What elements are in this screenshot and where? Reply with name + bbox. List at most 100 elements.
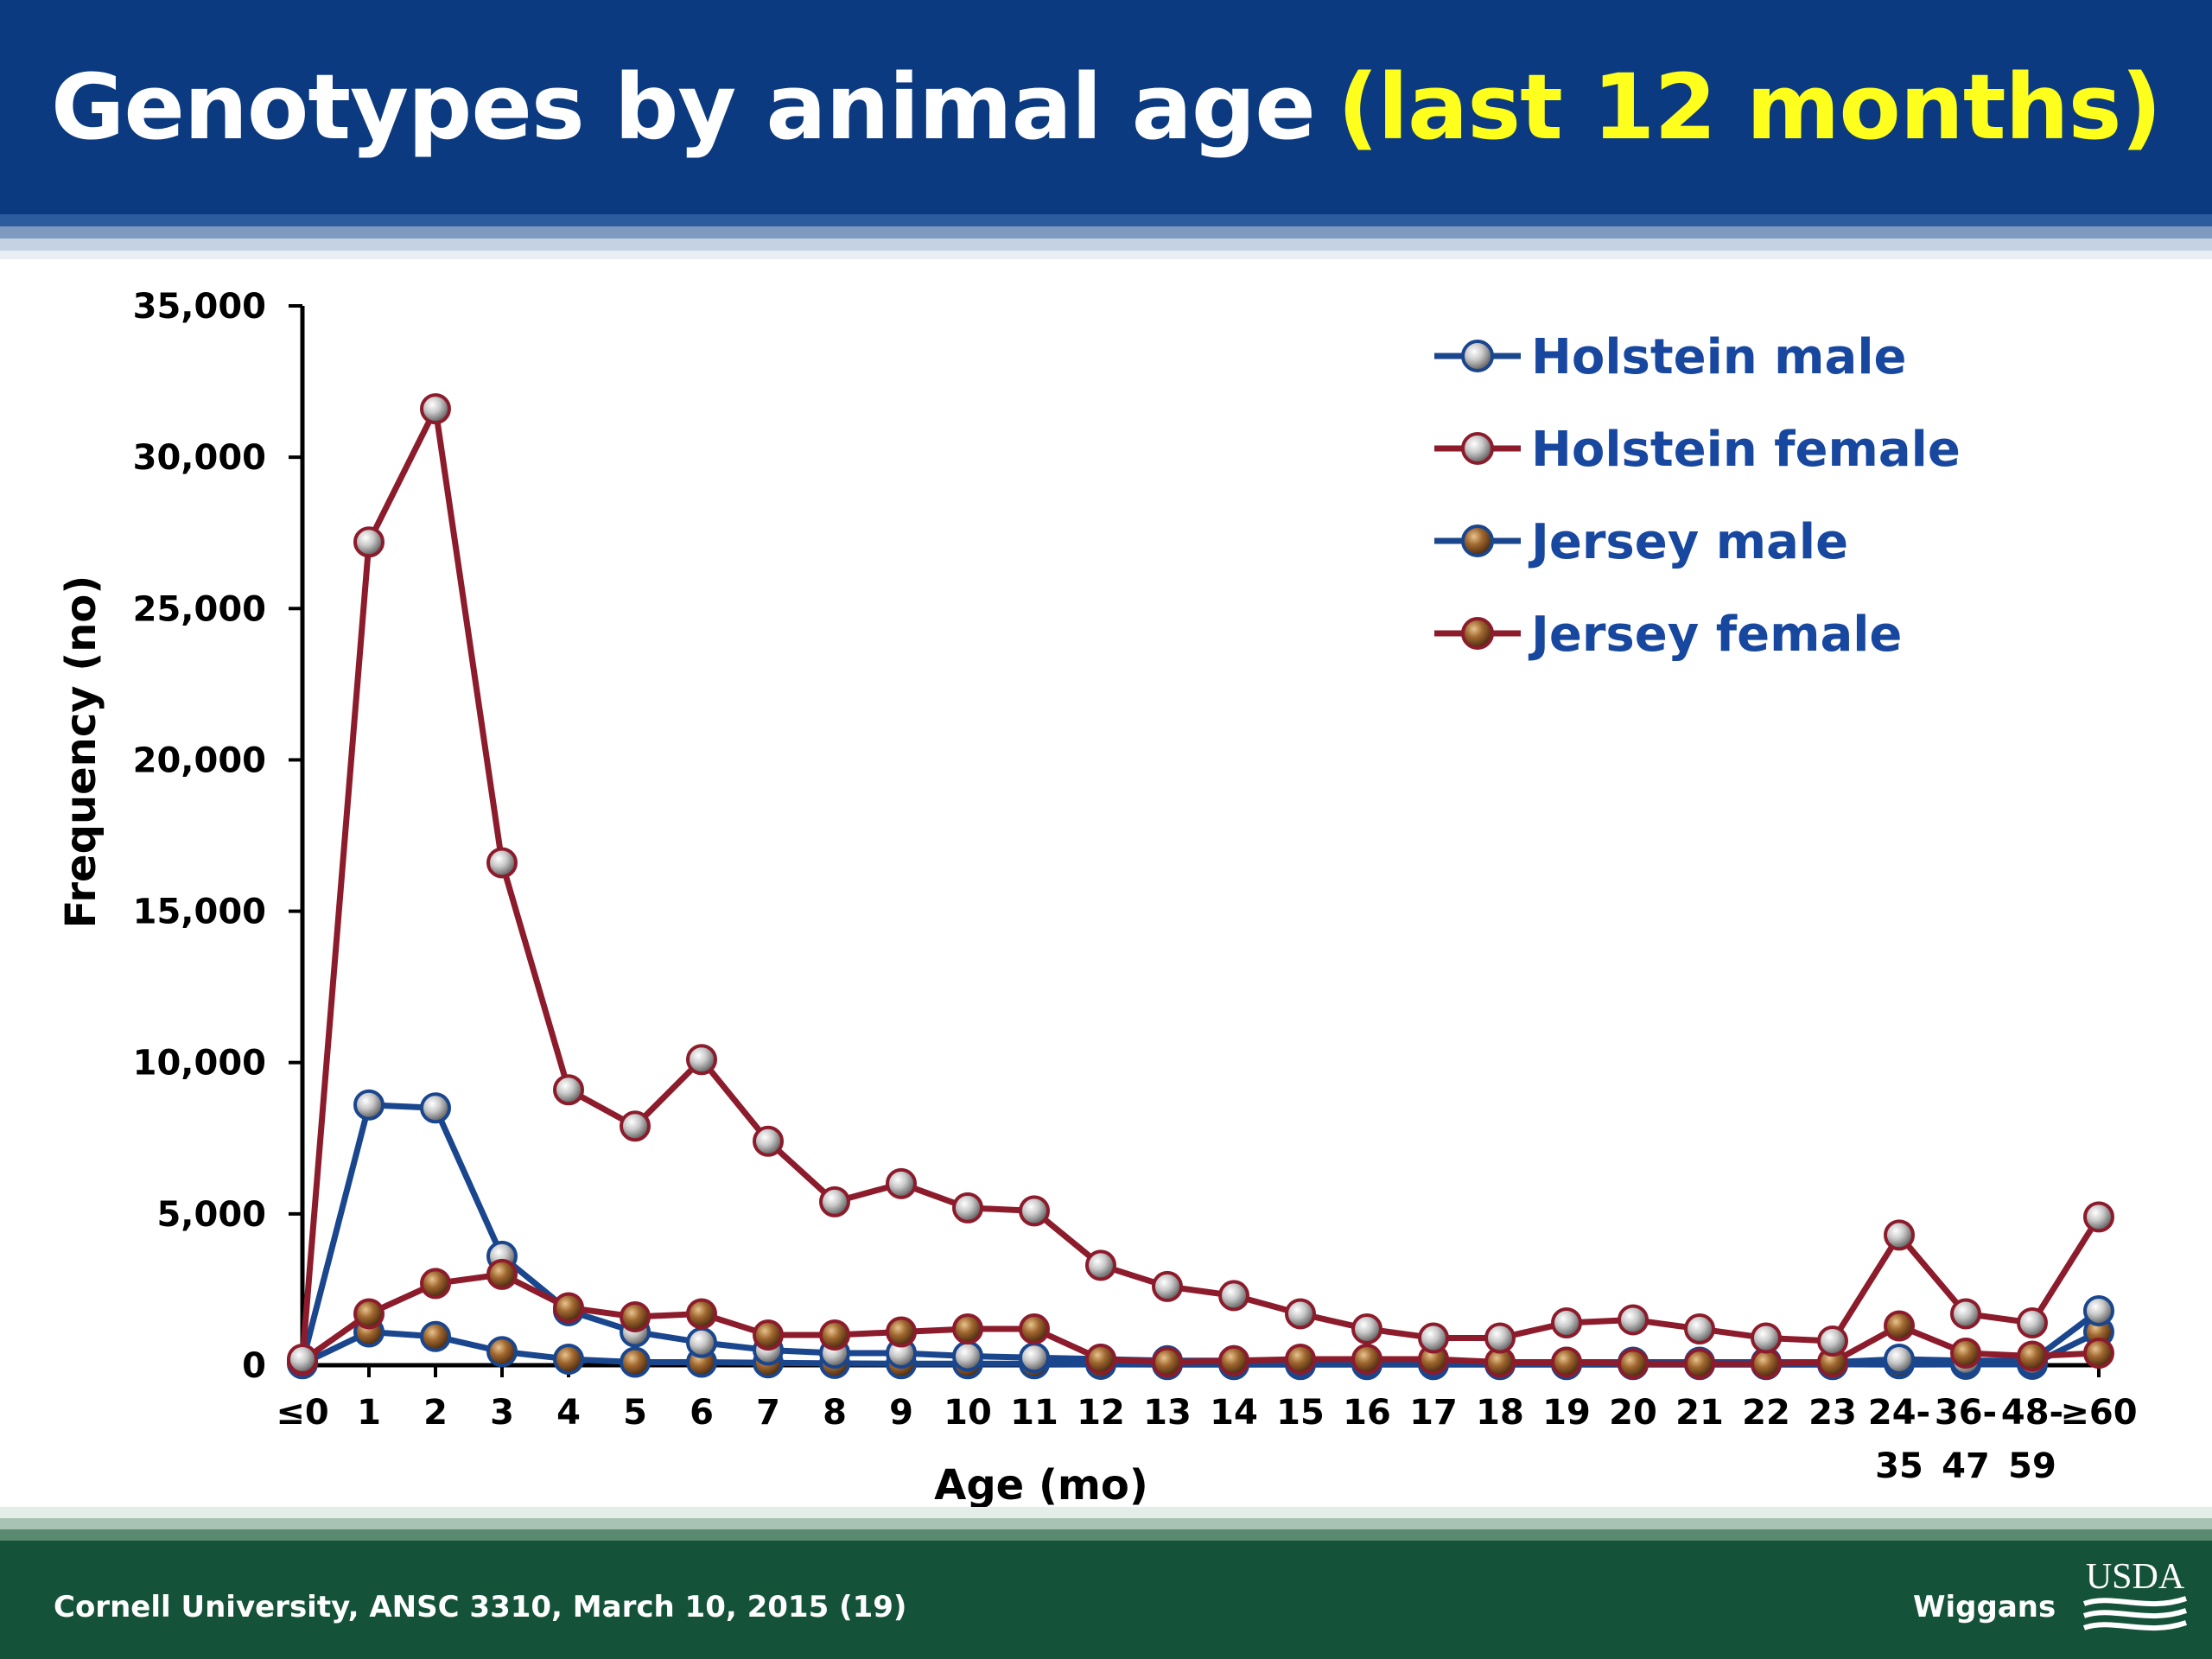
data-point	[1884, 1310, 1915, 1342]
data-point	[420, 393, 451, 425]
data-point	[952, 1313, 983, 1344]
footer-bar	[0, 1541, 2212, 1659]
header-stripe	[0, 238, 2212, 251]
data-point	[620, 1110, 651, 1142]
x-tick-label: 21	[1675, 1393, 1724, 1433]
legend-label: Holstein male	[1531, 329, 1907, 385]
y-tick-label: 15,000	[133, 893, 266, 932]
x-tick-label: 4	[556, 1393, 581, 1433]
header-stripe	[0, 214, 2212, 226]
title-highlight: (last 12 months)	[1337, 54, 2162, 160]
x-tick-label: 9	[889, 1393, 913, 1433]
data-point	[353, 526, 385, 558]
data-point	[1884, 1343, 1915, 1375]
data-point	[353, 1089, 385, 1121]
x-tick-label: 16	[1343, 1393, 1391, 1433]
data-point	[420, 1268, 451, 1300]
data-point	[1684, 1348, 1715, 1380]
data-point	[1351, 1343, 1382, 1375]
data-point	[1285, 1343, 1316, 1375]
data-point	[686, 1044, 717, 1076]
y-axis-title: Frequency (no)	[57, 575, 105, 929]
data-point	[1152, 1346, 1183, 1378]
x-tick-label: 15	[1276, 1393, 1325, 1433]
series-line	[300, 1271, 2100, 1367]
data-point	[553, 1074, 584, 1106]
y-tick-label: 10,000	[133, 1044, 266, 1084]
data-point	[287, 1343, 318, 1375]
usda-logo-icon: USDA	[2082, 1557, 2187, 1630]
data-point	[420, 1320, 451, 1352]
x-tick-label: 47	[1942, 1446, 1990, 1486]
y-tick-label: 35,000	[133, 287, 266, 327]
data-point	[1950, 1337, 1981, 1369]
data-point	[620, 1300, 651, 1332]
data-point	[553, 1343, 584, 1375]
data-point	[819, 1319, 850, 1351]
data-point	[1551, 1306, 1582, 1338]
footer-stripe	[0, 1518, 2212, 1529]
legend-marker	[1461, 340, 1494, 372]
x-tick-label: 6	[690, 1393, 714, 1433]
data-point	[553, 1292, 584, 1324]
x-tick-label: ≥60	[2060, 1393, 2137, 1433]
data-point	[1684, 1313, 1715, 1344]
data-point	[2083, 1294, 2114, 1326]
data-point	[2017, 1340, 2048, 1372]
data-point	[2017, 1306, 2048, 1338]
x-tick-label: 19	[1542, 1393, 1591, 1433]
data-point	[1484, 1322, 1516, 1354]
x-tick-label: 2	[423, 1393, 448, 1433]
data-point	[2083, 1337, 2114, 1369]
footer-author: Wiggans	[1913, 1590, 2056, 1624]
x-tick-label: 1	[357, 1393, 381, 1433]
data-point	[620, 1346, 651, 1378]
data-point	[420, 1092, 451, 1124]
x-tick-label: 5	[623, 1393, 647, 1433]
footer-stripe	[0, 1507, 2212, 1518]
data-point	[819, 1185, 850, 1217]
header-bar	[0, 0, 2212, 214]
y-tick-label: 30,000	[133, 438, 266, 478]
x-tick-label: 17	[1409, 1393, 1458, 1433]
legend-marker	[1461, 432, 1494, 465]
x-tick-label: 13	[1143, 1393, 1192, 1433]
x-tick-label: 12	[1077, 1393, 1125, 1433]
slide-title: Genotypes by animal age (last 12 months)	[0, 0, 2212, 214]
data-point	[486, 847, 518, 879]
data-point	[1019, 1195, 1050, 1227]
data-point	[753, 1319, 784, 1351]
data-point	[886, 1167, 917, 1199]
data-point	[1218, 1344, 1249, 1376]
data-point	[952, 1192, 983, 1224]
data-point	[1884, 1219, 1915, 1251]
x-tick-label: 22	[1742, 1393, 1790, 1433]
header-stripe	[0, 226, 2212, 238]
y-tick-label: 0	[242, 1346, 266, 1386]
legend-label: Jersey male	[1528, 514, 1848, 570]
x-tick-label: 20	[1609, 1393, 1657, 1433]
data-point	[1152, 1270, 1183, 1302]
data-point	[1618, 1348, 1649, 1380]
data-point	[952, 1340, 983, 1372]
x-tick-label: 35	[1875, 1446, 1923, 1486]
data-point	[1817, 1325, 1848, 1357]
y-tick-label: 25,000	[133, 589, 266, 629]
data-point	[686, 1298, 717, 1330]
data-point	[1085, 1249, 1116, 1281]
y-tick-label: 20,000	[133, 741, 266, 780]
x-tick-label: 59	[2008, 1446, 2056, 1486]
data-point	[1019, 1342, 1050, 1374]
x-tick-label: 11	[1010, 1393, 1058, 1433]
data-point	[1019, 1313, 1050, 1344]
data-point	[1751, 1322, 1782, 1354]
data-point	[1085, 1343, 1116, 1375]
data-point	[1351, 1313, 1382, 1344]
x-tick-label: 36-	[1935, 1393, 1997, 1433]
footer-stripe	[0, 1529, 2212, 1541]
svg-text:USDA: USDA	[2086, 1557, 2185, 1597]
x-tick-label: 48-	[2001, 1393, 2063, 1433]
data-point	[1418, 1322, 1449, 1354]
header-stripe	[0, 251, 2212, 259]
